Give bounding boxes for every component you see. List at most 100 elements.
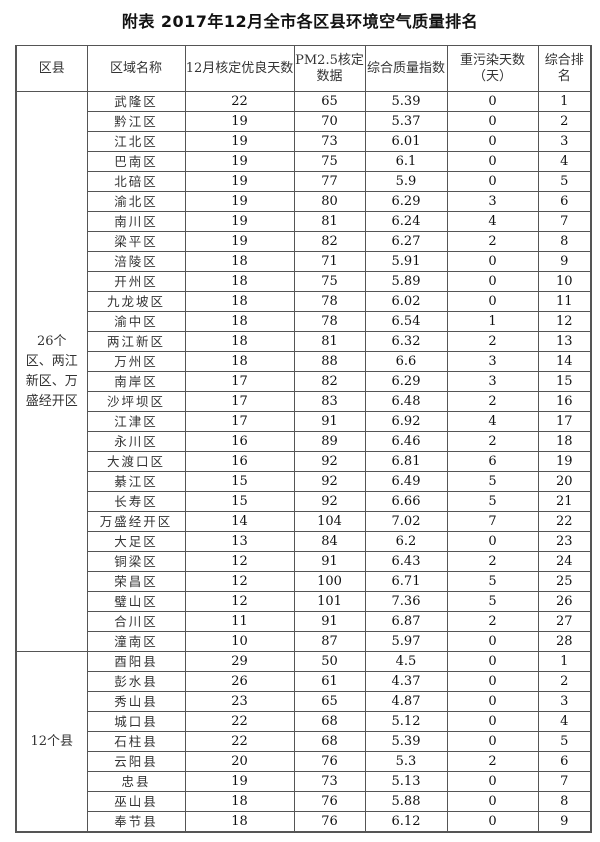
cell-good-days: 22	[184, 91, 295, 112]
cell-area-name: 忠县	[86, 771, 186, 792]
cell-area-name: 铜梁区	[86, 551, 186, 572]
cell-quality-index: 4.87	[364, 691, 448, 712]
cell-area-name: 涪陵区	[86, 251, 186, 272]
cell-good-days: 18	[184, 311, 295, 332]
cell-pm25: 75	[293, 271, 366, 292]
cell-good-days: 20	[184, 751, 295, 772]
cell-heavy-pollution-days: 0	[446, 791, 539, 812]
cell-pm25: 91	[293, 411, 366, 432]
table-row: 大渡口区 16 92 6.81 6 19	[16, 451, 592, 472]
cell-pm25: 92	[293, 451, 366, 472]
cell-area-name: 大足区	[86, 531, 186, 552]
table-row: 梁平区 19 82 6.27 2 8	[16, 231, 592, 252]
cell-good-days: 29	[184, 651, 295, 672]
cell-rank: 12	[537, 311, 592, 332]
cell-heavy-pollution-days: 5	[446, 491, 539, 512]
cell-area-name: 梁平区	[86, 231, 186, 252]
cell-quality-index: 6.81	[364, 451, 448, 472]
table-row: 合川区 11 91 6.87 2 27	[16, 611, 592, 632]
cell-area-name: 秀山县	[86, 691, 186, 712]
cell-heavy-pollution-days: 0	[446, 731, 539, 752]
cell-rank: 23	[537, 531, 592, 552]
table-row: 巫山县 18 76 5.88 0 8	[16, 791, 592, 812]
cell-pm25: 81	[293, 211, 366, 232]
cell-rank: 27	[537, 611, 592, 632]
cell-good-days: 19	[184, 771, 295, 792]
cell-heavy-pollution-days: 5	[446, 591, 539, 612]
cell-quality-index: 6.12	[364, 811, 448, 833]
cell-heavy-pollution-days: 4	[446, 211, 539, 232]
cell-area-name: 璧山区	[86, 591, 186, 612]
cell-quality-index: 6.43	[364, 551, 448, 572]
cell-good-days: 18	[184, 351, 295, 372]
cell-rank: 8	[537, 791, 592, 812]
cell-quality-index: 7.36	[364, 591, 448, 612]
table-row: 铜梁区 12 91 6.43 2 24	[16, 551, 592, 572]
table-row: 城口县 22 68 5.12 0 4	[16, 711, 592, 732]
header-good-days: 12月核定优良天数	[184, 45, 295, 92]
table-row: 万盛经开区 14 104 7.02 7 22	[16, 511, 592, 532]
cell-quality-index: 5.13	[364, 771, 448, 792]
cell-area-name: 北碚区	[86, 171, 186, 192]
cell-quality-index: 6.48	[364, 391, 448, 412]
header-area-name: 区域名称	[86, 45, 186, 92]
cell-pm25: 82	[293, 371, 366, 392]
table-row: 渝北区 19 80 6.29 3 6	[16, 191, 592, 212]
cell-pm25: 78	[293, 311, 366, 332]
cell-pm25: 76	[293, 811, 366, 833]
cell-quality-index: 6.29	[364, 371, 448, 392]
cell-pm25: 87	[293, 631, 366, 652]
cell-heavy-pollution-days: 0	[446, 171, 539, 192]
cell-area-name: 渝北区	[86, 191, 186, 212]
cell-quality-index: 5.97	[364, 631, 448, 652]
table-row: 永川区 16 89 6.46 2 18	[16, 431, 592, 452]
table-row: 潼南区 10 87 5.97 0 28	[16, 631, 592, 652]
cell-quality-index: 6.54	[364, 311, 448, 332]
cell-area-name: 南川区	[86, 211, 186, 232]
cell-quality-index: 5.3	[364, 751, 448, 772]
table-row: 12个县 酉阳县 29 50 4.5 0 1	[15, 651, 592, 833]
cell-pm25: 65	[293, 691, 366, 712]
cell-heavy-pollution-days: 0	[446, 91, 539, 112]
document-title: 附表 2017年12月全市各区县环境空气质量排名	[121, 12, 479, 31]
cell-pm25: 84	[293, 531, 366, 552]
cell-heavy-pollution-days: 2	[446, 231, 539, 252]
cell-good-days: 19	[184, 231, 295, 252]
cell-pm25: 91	[293, 551, 366, 572]
cell-pm25: 81	[293, 331, 366, 352]
header-pm25: PM2.5核定数据	[293, 45, 366, 92]
table-row: 两江新区 18 81 6.32 2 13	[16, 331, 592, 352]
cell-area-name: 江津区	[86, 411, 186, 432]
cell-rank: 5	[537, 171, 592, 192]
cell-heavy-pollution-days: 2	[446, 431, 539, 452]
cell-rank: 6	[537, 191, 592, 212]
cell-heavy-pollution-days: 0	[446, 711, 539, 732]
table-row: 荣昌区 12 100 6.71 5 25	[16, 571, 592, 592]
cell-quality-index: 6.6	[364, 351, 448, 372]
cell-pm25: 70	[293, 111, 366, 132]
table-row: 北碚区 19 77 5.9 0 5	[16, 171, 592, 192]
cell-good-days: 19	[184, 211, 295, 232]
table-row: 云阳县 20 76 5.3 2 6	[16, 751, 592, 772]
cell-pm25: 101	[293, 591, 366, 612]
cell-area-name: 綦江区	[86, 471, 186, 492]
cell-quality-index: 6.1	[364, 151, 448, 172]
cell-good-days: 11	[184, 611, 295, 632]
cell-area-name: 城口县	[86, 711, 186, 732]
cell-heavy-pollution-days: 0	[446, 131, 539, 152]
table-row: 石柱县 22 68 5.39 0 5	[16, 731, 592, 752]
table-row: 九龙坡区 18 78 6.02 0 11	[16, 291, 592, 312]
cell-rank: 9	[537, 251, 592, 272]
cell-quality-index: 6.49	[364, 471, 448, 492]
cell-quality-index: 6.32	[364, 331, 448, 352]
cell-area-name: 黔江区	[86, 111, 186, 132]
table-row: 渝中区 18 78 6.54 1 12	[16, 311, 592, 332]
cell-rank: 2	[537, 671, 592, 692]
cell-rank: 19	[537, 451, 592, 472]
cell-good-days: 14	[184, 511, 295, 532]
cell-heavy-pollution-days: 3	[446, 191, 539, 212]
cell-quality-index: 6.92	[364, 411, 448, 432]
cell-area-name: 永川区	[86, 431, 186, 452]
cell-pm25: 83	[293, 391, 366, 412]
cell-quality-index: 5.9	[364, 171, 448, 192]
